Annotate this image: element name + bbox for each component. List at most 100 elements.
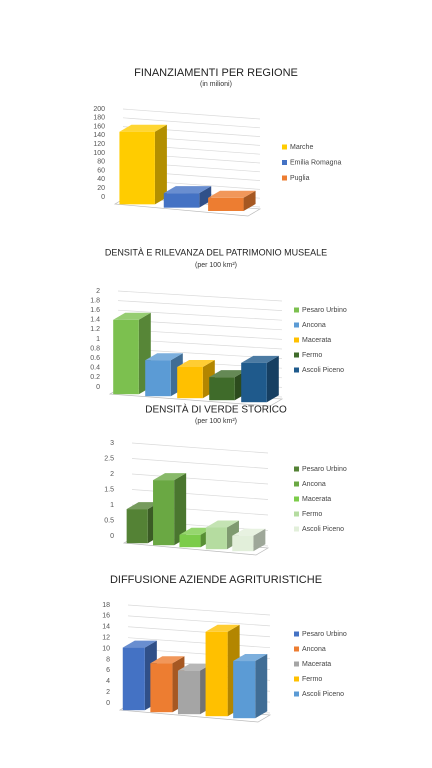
y-tick-label: 1 [96, 336, 100, 343]
y-tick-label: 0 [96, 384, 100, 391]
bar-top [205, 520, 239, 528]
grid-line [127, 604, 271, 616]
y-tick-label: 100 [93, 150, 105, 157]
legend-swatch [294, 691, 299, 697]
legend-swatch [282, 160, 287, 165]
bar [208, 197, 244, 211]
legend-label: Ascoli Piceno [302, 526, 344, 533]
legend-label: Puglia [290, 175, 310, 182]
y-tick-label: 2 [110, 471, 114, 478]
legend-swatch [282, 144, 287, 150]
y-tick-label: 160 [93, 123, 105, 130]
bar [150, 663, 173, 713]
bar-side [253, 528, 266, 552]
bar-top [241, 355, 279, 363]
legend-label: Emilia Romagna [290, 159, 341, 166]
legend-swatch [294, 661, 299, 667]
y-tick-label: 2 [96, 288, 100, 295]
legend-swatch [294, 322, 299, 328]
y-tick-label: 10 [102, 645, 110, 652]
bar [119, 131, 155, 205]
chart-title: DIFFUSIONE AZIENDE AGRITURISTICHE [110, 574, 322, 586]
bar [232, 535, 254, 552]
grid-line [131, 458, 269, 469]
y-tick-label: 6 [106, 667, 110, 674]
bar [205, 631, 228, 717]
bar-side [154, 124, 167, 205]
legend-label: Fermo [302, 676, 322, 683]
bar [179, 534, 201, 548]
bar-top [179, 527, 213, 535]
y-tick-label: 1.8 [90, 297, 100, 304]
legend-swatch [294, 511, 299, 517]
y-tick-label: 1.5 [104, 486, 114, 493]
chart-title: DENSITÀ E RILEVANZA DEL PATRIMONIO MUSEA… [105, 247, 327, 257]
grid-line [117, 309, 283, 321]
grid-line [127, 626, 271, 638]
legend-label: Marche [290, 144, 313, 151]
bar [241, 362, 267, 403]
bar-side [255, 654, 268, 719]
bar-top [177, 663, 213, 671]
legend-swatch [294, 337, 299, 343]
y-tick-label: 1 [110, 502, 114, 509]
bar-top [163, 186, 212, 194]
grid-line [127, 637, 271, 649]
legend-swatch [294, 481, 299, 487]
bar-top [122, 640, 157, 648]
y-tick-label: 1.6 [90, 307, 100, 314]
grid-line [131, 473, 269, 485]
grid-line [131, 442, 269, 454]
chart-title: FINANZIAMENTI PER REGIONE [134, 67, 298, 79]
y-tick-label: 2 [106, 689, 110, 696]
legend-label: Ancona [302, 481, 326, 488]
bar-top [153, 473, 187, 481]
chart-subtitle: (per 100 km²) [195, 262, 237, 269]
y-tick-label: 80 [97, 159, 105, 166]
y-tick-label: 140 [93, 132, 105, 139]
legend-swatch [282, 175, 287, 181]
bar-side [243, 190, 256, 211]
y-tick-label: 20 [97, 185, 105, 192]
y-tick-label: 0.8 [90, 345, 100, 352]
legend-label: Ascoli Piceno [302, 367, 344, 374]
chart-subtitle: (in milioni) [200, 81, 232, 88]
legend-label: Pesaro Urbino [302, 466, 347, 473]
y-tick-label: 60 [97, 167, 105, 174]
y-tick-label: 0 [106, 700, 110, 707]
legend-swatch [294, 646, 299, 652]
grid-line [117, 290, 283, 302]
y-tick-label: 1.4 [90, 317, 100, 324]
y-tick-label: 16 [102, 613, 110, 620]
y-tick-label: 120 [93, 141, 105, 148]
bar [209, 377, 235, 401]
bar-top [113, 312, 151, 320]
grid-line [122, 117, 261, 129]
bar-top [209, 370, 247, 378]
y-tick-label: 0.5 [104, 517, 114, 524]
bar [233, 661, 256, 719]
legend-swatch [294, 631, 299, 637]
bar-top [145, 353, 183, 361]
legend-label: Ancona [302, 646, 326, 653]
legend-swatch [294, 496, 299, 502]
bar [126, 509, 148, 544]
legend-swatch [294, 466, 299, 472]
y-tick-label: 14 [102, 624, 110, 631]
y-tick-label: 3 [110, 440, 114, 447]
legend-swatch [294, 367, 299, 373]
y-tick-label: 0 [110, 533, 114, 540]
y-tick-label: 12 [102, 635, 110, 642]
bar [205, 527, 227, 550]
y-tick-label: 0.2 [90, 374, 100, 381]
bar-top [233, 654, 268, 662]
y-tick-label: 0.6 [90, 355, 100, 362]
bar-top [119, 124, 167, 132]
bar [113, 319, 139, 395]
legend-swatch [294, 676, 299, 682]
legend-label: Fermo [302, 511, 322, 518]
legend-swatch [294, 352, 299, 358]
legend-label: Macerata [302, 337, 331, 344]
bar-top [126, 502, 160, 510]
